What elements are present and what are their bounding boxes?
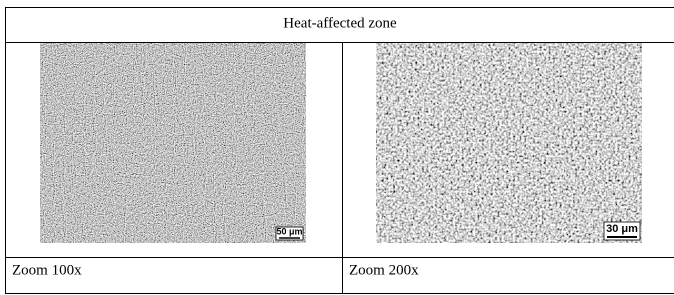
- caption: Zoom 200x: [349, 262, 419, 278]
- scale-label: 30 μm: [606, 223, 638, 235]
- table-header: Heat-affected zone: [283, 15, 397, 31]
- micrograph-texture: [40, 43, 306, 243]
- scale-label: 50 μm: [276, 226, 302, 236]
- micrograph-texture: [376, 43, 642, 243]
- caption: Zoom 100x: [12, 262, 82, 278]
- document-table: Heat-affected zone 50 μm 30 μm Zoom 100x…: [0, 0, 674, 295]
